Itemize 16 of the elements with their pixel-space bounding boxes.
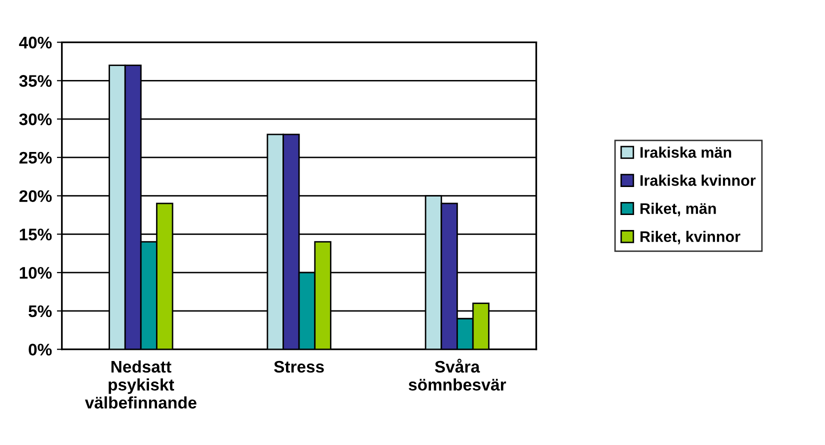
y-tick-label: 35% — [19, 75, 52, 87]
x-tick-label: Svåra sömnbesvär — [408, 358, 506, 391]
y-tick-label: 5% — [28, 305, 52, 318]
y-tick-label: 20% — [19, 190, 52, 202]
y-tick-label: 15% — [20, 228, 52, 240]
y-tick-label: 10% — [20, 266, 52, 279]
y-tick-label: 40% — [19, 36, 52, 48]
legend-label: Riket, män — [640, 202, 716, 216]
x-tick-label: Nedsatt psykiskt välbefinnande — [84, 360, 196, 409]
legend-label: Irakiska kvinnor — [640, 174, 756, 186]
legend-label: Riket, kvinnor — [640, 230, 740, 244]
x-tick-label: Stress — [274, 360, 324, 373]
y-tick-label: 0% — [28, 344, 52, 356]
legend-label: Irakiska män — [640, 146, 732, 158]
y-tick-label: 25% — [19, 152, 52, 164]
y-tick-label: 30% — [19, 113, 52, 126]
